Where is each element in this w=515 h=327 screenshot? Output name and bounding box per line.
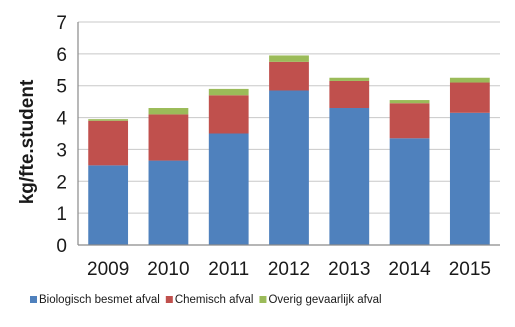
bar-segment [208, 88, 249, 96]
x-tick-label: 2010 [147, 259, 189, 280]
x-tick-label: 2012 [268, 259, 310, 280]
bar-segment [269, 61, 309, 91]
bar-segment [389, 138, 430, 245]
legend-entry-label: Overig gevaarlijk afval [268, 294, 381, 306]
bar-segment [148, 160, 189, 245]
y-tick-label: 1 [56, 204, 67, 225]
bar-segment [88, 120, 129, 166]
bar-segment [148, 114, 189, 161]
bar-segment [208, 95, 249, 134]
bar-segment [329, 77, 370, 81]
legend-swatch [30, 296, 37, 303]
bar-segment [329, 108, 370, 245]
bar-segment [269, 55, 309, 62]
bar-segment [449, 77, 490, 83]
y-tick-label: 3 [56, 140, 67, 161]
bar-segment [389, 103, 430, 139]
y-tick-label: 4 [56, 109, 67, 130]
y-tick-label: 0 [56, 236, 67, 257]
legend-swatch [165, 296, 173, 303]
bar-segment [449, 82, 490, 113]
y-tick-label: 5 [56, 77, 67, 98]
legend-entry-label: Chemisch afval [175, 294, 254, 306]
y-tick-label: 2 [56, 172, 67, 193]
bar-segment [148, 108, 189, 115]
bar-segment [88, 119, 129, 121]
bar-segment [269, 90, 309, 245]
legend-entry-label: Biologisch besmet afval [39, 294, 160, 306]
bar-segment [329, 80, 370, 109]
x-tick-label: 2013 [328, 259, 370, 280]
y-tick-label: 7 [56, 13, 67, 34]
x-tick-label: 2014 [388, 259, 431, 280]
bar-segment [208, 133, 249, 245]
y-tick-label: 6 [56, 45, 67, 66]
legend-swatch [259, 296, 267, 303]
bar-segment [88, 165, 129, 245]
y-axis-label: kg/fte.student [17, 79, 38, 204]
x-tick-label: 2009 [87, 259, 129, 280]
bars [88, 55, 490, 246]
bar-segment [449, 112, 490, 246]
bar-segment [389, 100, 430, 104]
x-tick-label: 2015 [449, 259, 491, 280]
x-tick-label: 2011 [208, 259, 249, 280]
legend: Biologisch besmet afval Chemisch afval Ove… [30, 294, 382, 306]
axes: 0 1 2 3 4 5 6 7 2009 2010 2011 2012 2013 2014 2015 [56, 13, 500, 280]
